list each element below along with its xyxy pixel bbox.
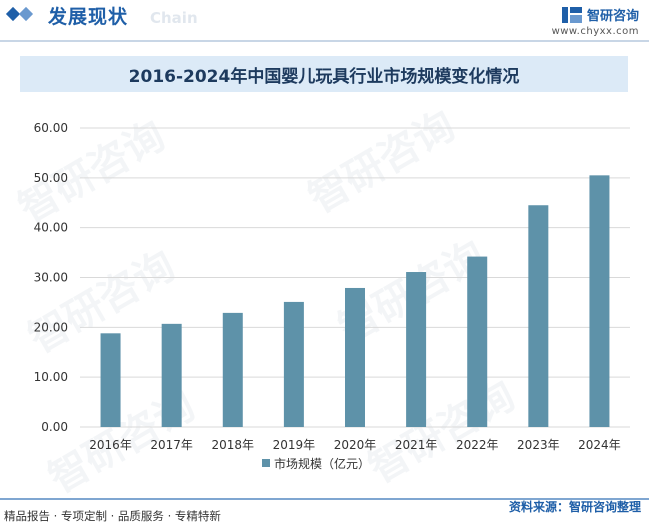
brand-name: 智研咨询 [586,9,639,24]
header-diamond-icon [18,6,34,22]
page-header: 发展现状 Chain [0,0,649,40]
bar [528,205,549,427]
section-ghost-text: Chain [150,9,198,27]
brand-logo-icon [561,6,582,23]
y-tick-label: 0.00 [41,420,68,434]
bar [222,312,243,427]
chart-title-box: 2016-2024年中国婴儿玩具行业市场规模变化情况 [20,56,628,92]
x-tick-label: 2017年 [150,438,193,452]
bar [589,175,610,427]
x-tick-label: 2018年 [212,438,255,452]
x-tick-label: 2020年 [334,438,377,452]
y-tick-label: 30.00 [34,271,68,285]
legend-swatch [262,459,270,467]
y-tick-label: 10.00 [34,370,68,384]
bar [161,323,182,427]
header-divider [0,40,649,42]
bar [345,287,365,427]
footer-divider [0,498,649,500]
footer-tagline: 精品报告 · 专项定制 · 品质服务 · 专精特新 [4,509,221,523]
y-tick-label: 40.00 [34,221,68,235]
brand: 智研咨询 www.chyxx.com [552,4,639,37]
x-tick-label: 2019年 [273,438,316,452]
x-tick-label: 2023年 [517,438,560,452]
footer-source: 资料来源：智研咨询整理 [508,500,641,514]
bar-chart: 0.00 10.00 20.00 30.00 40.00 50.00 60.00 2016年 2… [34,121,630,471]
bar [283,301,304,427]
bar [406,272,427,427]
bar [100,333,121,427]
brand-url: www.chyxx.com [551,26,639,37]
x-tick-label: 2021年 [395,438,438,452]
y-tick-label: 20.00 [34,320,68,334]
section-title: 发展现状 [48,6,129,28]
legend-label: 市场规模（亿元） [274,456,370,471]
y-tick-label: 60.00 [34,121,68,135]
x-tick-label: 2024年 [578,438,621,452]
x-tick-label: 2022年 [456,438,499,452]
chart-title: 2016-2024年中国婴儿玩具行业市场规模变化情况 [128,66,520,87]
x-tick-label: 2016年 [89,438,132,452]
bar [467,256,488,427]
y-tick-label: 50.00 [34,171,68,185]
